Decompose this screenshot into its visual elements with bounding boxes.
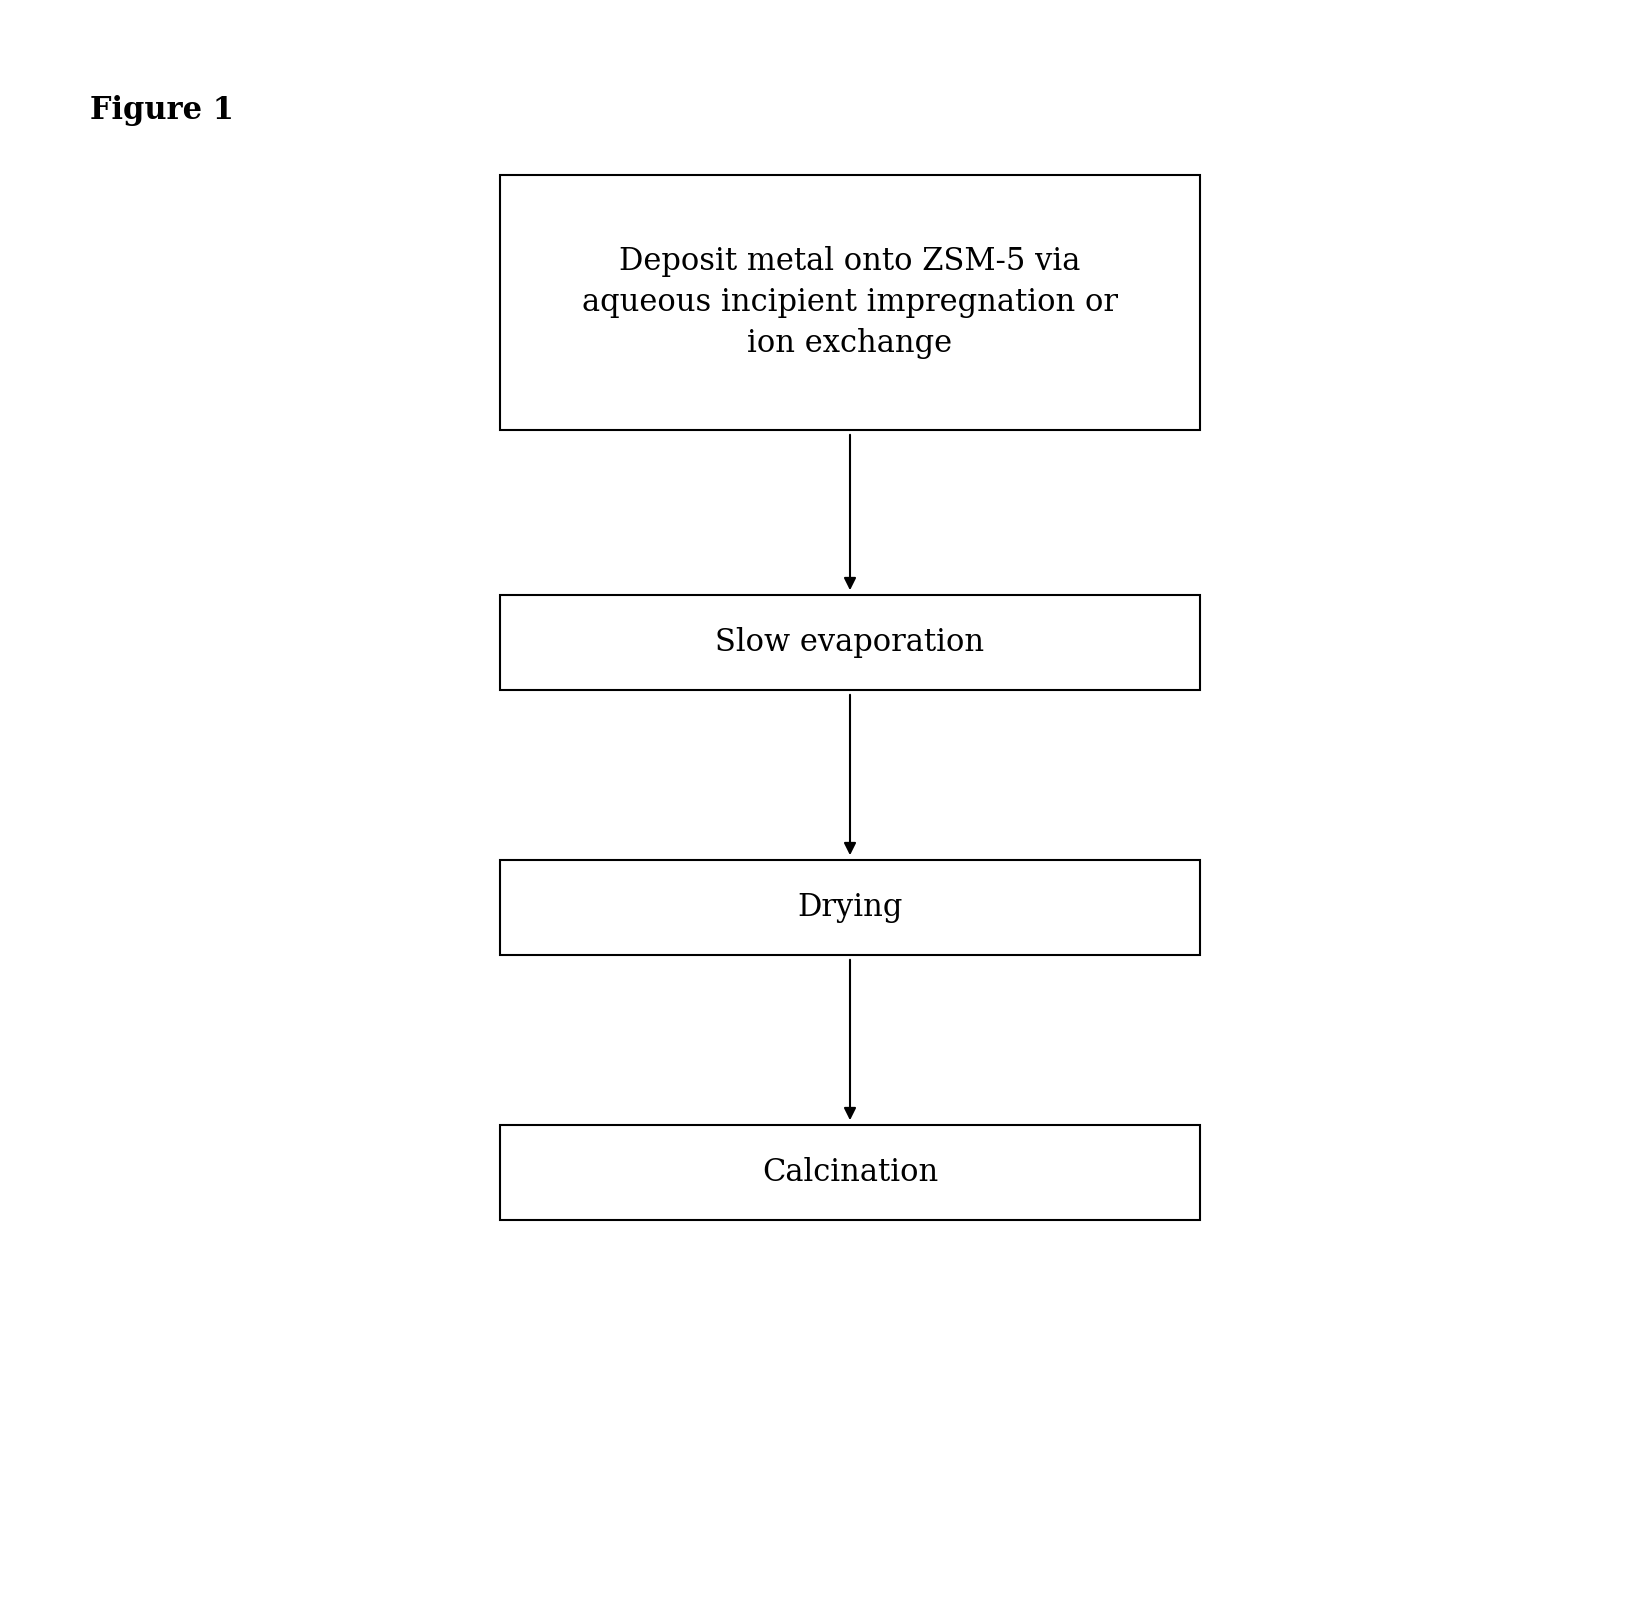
Text: Calcination: Calcination — [761, 1157, 938, 1188]
Bar — [499, 595, 1200, 689]
Text: Slow evaporation: Slow evaporation — [715, 627, 984, 657]
Text: Drying: Drying — [798, 892, 903, 922]
Bar — [499, 175, 1200, 431]
Text: Deposit metal onto ZSM-5 via
aqueous incipient impregnation or
ion exchange: Deposit metal onto ZSM-5 via aqueous inc… — [582, 246, 1117, 358]
Text: Figure 1: Figure 1 — [91, 95, 234, 125]
Bar — [499, 860, 1200, 955]
Bar — [499, 1125, 1200, 1220]
